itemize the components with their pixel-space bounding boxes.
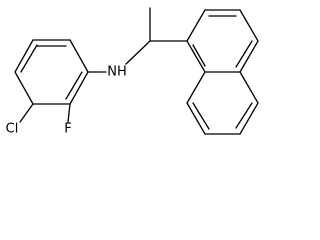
bond bbox=[239, 9, 259, 42]
bond bbox=[69, 71, 89, 105]
bond bbox=[239, 102, 259, 135]
bond bbox=[67, 103, 71, 123]
atom-label: NH bbox=[107, 65, 127, 80]
bond bbox=[69, 39, 89, 73]
atom-label: Cl bbox=[6, 122, 19, 137]
bond bbox=[192, 44, 206, 67]
bonds bbox=[14, 7, 259, 135]
bond bbox=[186, 40, 206, 73]
bond bbox=[239, 71, 259, 104]
atom-label: F bbox=[64, 122, 71, 137]
bond bbox=[235, 102, 253, 129]
bond bbox=[19, 103, 34, 123]
bond bbox=[125, 40, 151, 65]
bond bbox=[14, 39, 34, 73]
bond bbox=[235, 40, 253, 68]
molecule-diagram: Cl F NH bbox=[6, 7, 259, 137]
bond bbox=[14, 71, 34, 105]
bond bbox=[186, 71, 206, 104]
bond bbox=[20, 44, 38, 73]
bond bbox=[239, 40, 259, 73]
bond bbox=[186, 9, 206, 42]
bond bbox=[65, 71, 83, 100]
bond bbox=[192, 102, 210, 130]
bond bbox=[186, 102, 206, 135]
